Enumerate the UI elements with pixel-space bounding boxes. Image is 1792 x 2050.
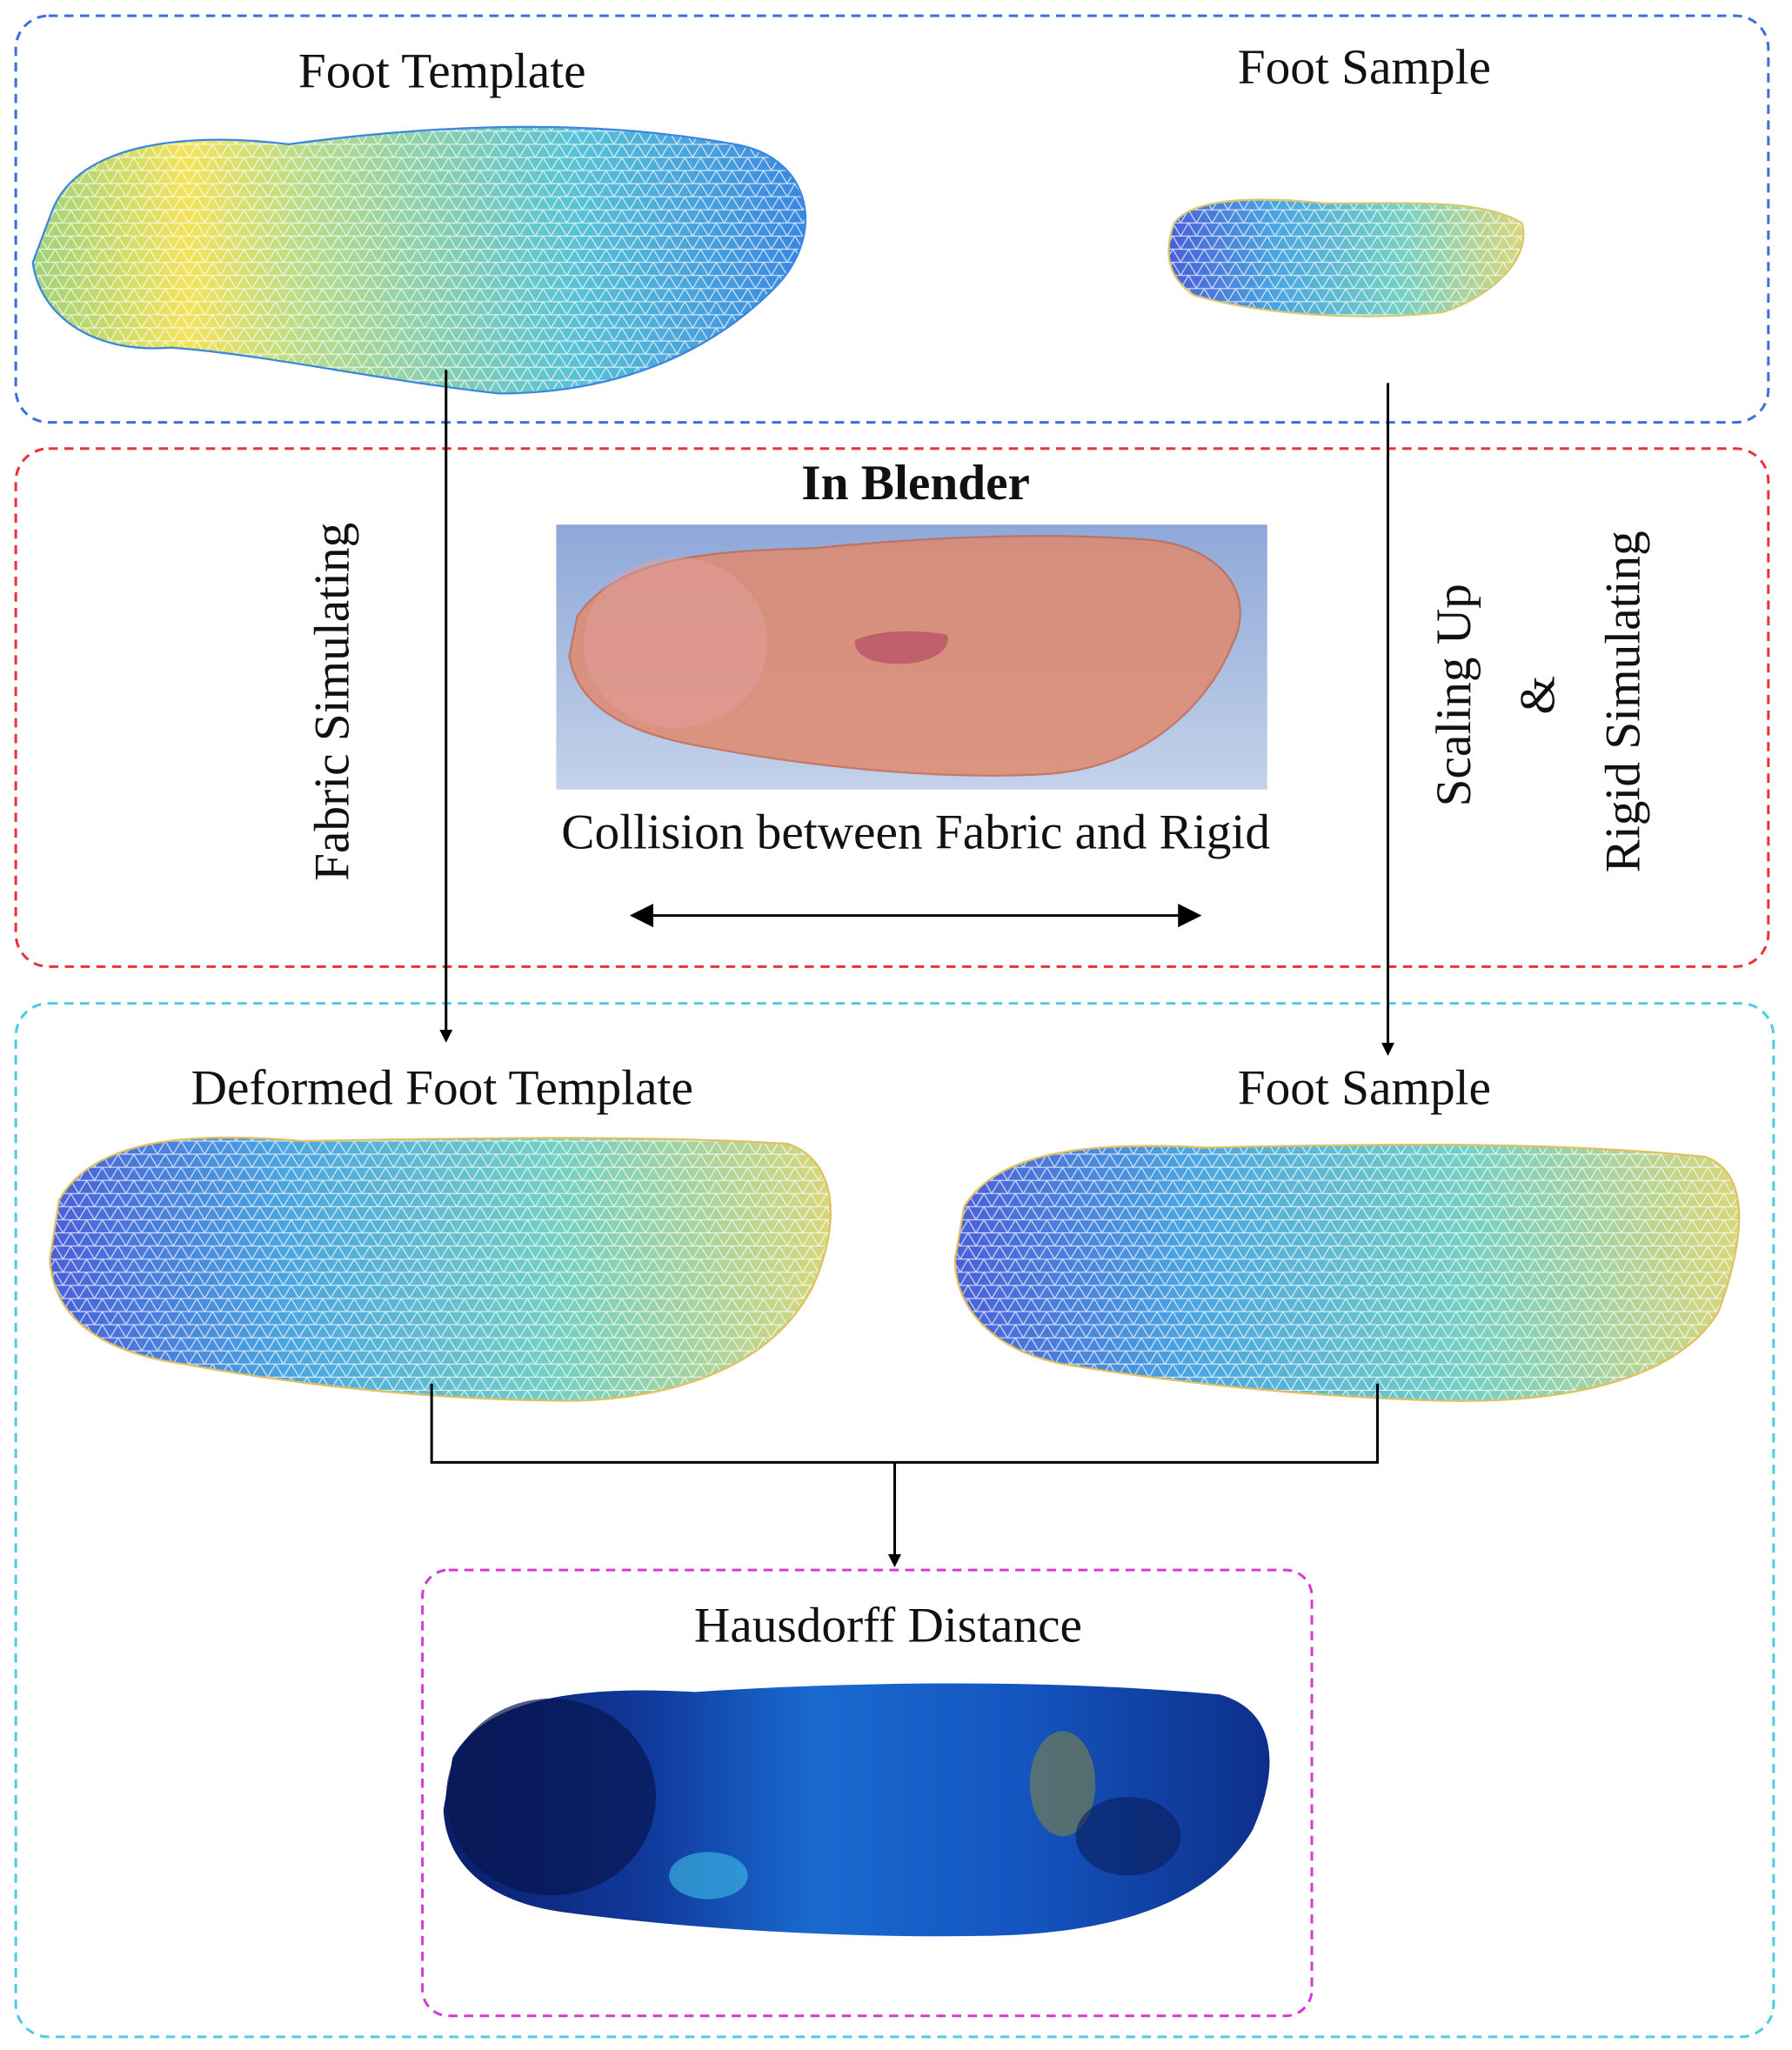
top-panel — [14, 14, 1770, 424]
left-process: Fabric Simulating — [305, 523, 360, 881]
foot-sample-small — [1167, 198, 1525, 317]
right-process-1: Scaling Up — [1427, 584, 1481, 806]
result-panel — [421, 1568, 1314, 2018]
deformed-template-label: Deformed Foot Template — [191, 1060, 693, 1115]
middle-panel — [14, 447, 1770, 968]
right-process-2: Rigid Simulating — [1596, 531, 1651, 872]
foot-sample-mesh — [953, 1143, 1741, 1402]
collision-caption: Collision between Fabric and Rigid — [561, 805, 1270, 859]
blender-title: In Blender — [801, 456, 1030, 511]
hausdorff-render — [443, 1683, 1270, 1937]
template-label: Foot Template — [298, 44, 586, 99]
sample-label: Foot Sample — [1238, 40, 1491, 95]
right-process-joiner: & — [1511, 676, 1566, 715]
blender-rigid — [854, 631, 948, 664]
result-label: Hausdorff Distance — [694, 1599, 1082, 1653]
sample-label-bottom: Foot Sample — [1238, 1060, 1491, 1115]
foot-template-mesh — [31, 125, 807, 395]
bottom-panel — [14, 1002, 1775, 2039]
connector — [430, 1383, 1379, 1464]
deformed-template-mesh — [49, 1136, 832, 1402]
blender-heel — [584, 557, 768, 728]
